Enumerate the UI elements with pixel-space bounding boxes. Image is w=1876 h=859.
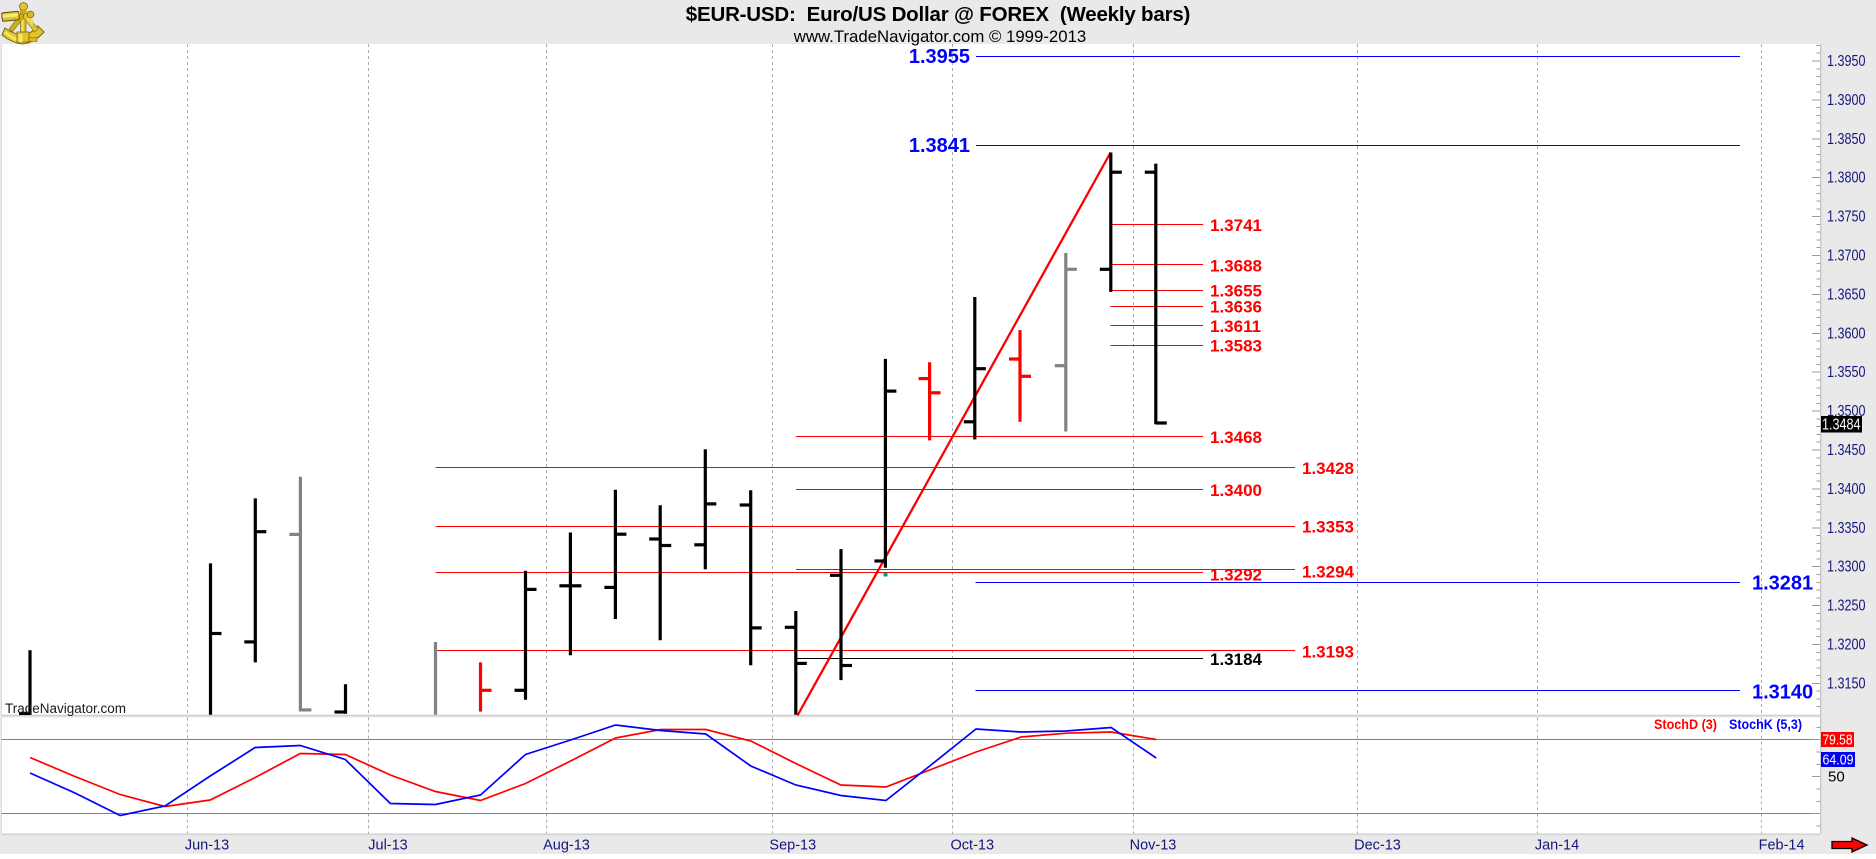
svg-text:1.3600: 1.3600 [1827, 325, 1866, 342]
svg-text:1.3184: 1.3184 [1210, 650, 1263, 669]
svg-text:Jul-13: Jul-13 [368, 838, 408, 854]
svg-text:1.3900: 1.3900 [1827, 92, 1866, 109]
svg-text:1.3950: 1.3950 [1827, 53, 1866, 70]
svg-text:1.3800: 1.3800 [1827, 170, 1866, 187]
svg-text:1.3583: 1.3583 [1210, 337, 1262, 356]
svg-text:1.3353: 1.3353 [1302, 518, 1354, 537]
svg-text:www.TradeNavigator.com © 1999-: www.TradeNavigator.com © 1999-2013 [793, 27, 1087, 46]
svg-text:Nov-13: Nov-13 [1130, 838, 1177, 854]
svg-text:1.3193: 1.3193 [1302, 643, 1354, 662]
svg-text:1.3841: 1.3841 [909, 135, 970, 157]
svg-text:1.3611: 1.3611 [1210, 317, 1261, 336]
svg-text:1.3400: 1.3400 [1210, 481, 1262, 500]
svg-text:79.58: 79.58 [1823, 732, 1853, 748]
svg-text:1.3300: 1.3300 [1827, 559, 1866, 576]
svg-text:1.3700: 1.3700 [1827, 248, 1866, 265]
svg-text:1.3655: 1.3655 [1210, 282, 1262, 301]
svg-text:Feb-14: Feb-14 [1759, 838, 1805, 854]
svg-text:Dec-13: Dec-13 [1354, 838, 1401, 854]
svg-text:1.3650: 1.3650 [1827, 286, 1866, 303]
svg-text:1.3281: 1.3281 [1752, 573, 1813, 595]
svg-text:1.3150: 1.3150 [1827, 675, 1866, 692]
svg-text:1.3250: 1.3250 [1827, 598, 1866, 615]
svg-text:50: 50 [1828, 769, 1845, 786]
svg-text:1.3636: 1.3636 [1210, 298, 1262, 317]
svg-text:Jun-13: Jun-13 [185, 838, 229, 854]
svg-text:1.3294: 1.3294 [1302, 563, 1355, 582]
svg-text:1.3550: 1.3550 [1827, 364, 1866, 381]
svg-text:1.3750: 1.3750 [1827, 209, 1866, 226]
svg-text:$EUR-USD: Euro/US Dollar @ FO: $EUR-USD: Euro/US Dollar @ FOREX (Weekly… [686, 3, 1190, 26]
svg-text:1.3500: 1.3500 [1827, 403, 1866, 420]
svg-text:1.3955: 1.3955 [909, 46, 970, 68]
svg-text:1.3428: 1.3428 [1302, 459, 1354, 478]
svg-text:1.3140: 1.3140 [1752, 682, 1813, 704]
svg-text:StochK (5,3): StochK (5,3) [1729, 716, 1802, 732]
svg-text:1.3741: 1.3741 [1210, 216, 1262, 235]
svg-text:1.3200: 1.3200 [1827, 637, 1866, 654]
svg-text:1.3292: 1.3292 [1210, 566, 1262, 585]
svg-text:1.3450: 1.3450 [1827, 442, 1866, 459]
svg-text:Jan-14: Jan-14 [1535, 838, 1579, 854]
svg-text:1.3688: 1.3688 [1210, 257, 1262, 276]
svg-text:64.09: 64.09 [1823, 752, 1854, 768]
svg-text:Sep-13: Sep-13 [769, 838, 816, 854]
svg-text:1.3468: 1.3468 [1210, 428, 1262, 447]
svg-text:TradeNavigator.com: TradeNavigator.com [5, 701, 126, 716]
svg-text:1.3484: 1.3484 [1822, 417, 1861, 434]
svg-text:Aug-13: Aug-13 [543, 838, 590, 854]
svg-text:StochD (3): StochD (3) [1654, 716, 1717, 732]
svg-text:1.3350: 1.3350 [1827, 520, 1866, 537]
svg-text:Oct-13: Oct-13 [951, 838, 995, 854]
svg-text:1.3400: 1.3400 [1827, 481, 1866, 498]
svg-text:1.3850: 1.3850 [1827, 131, 1866, 148]
